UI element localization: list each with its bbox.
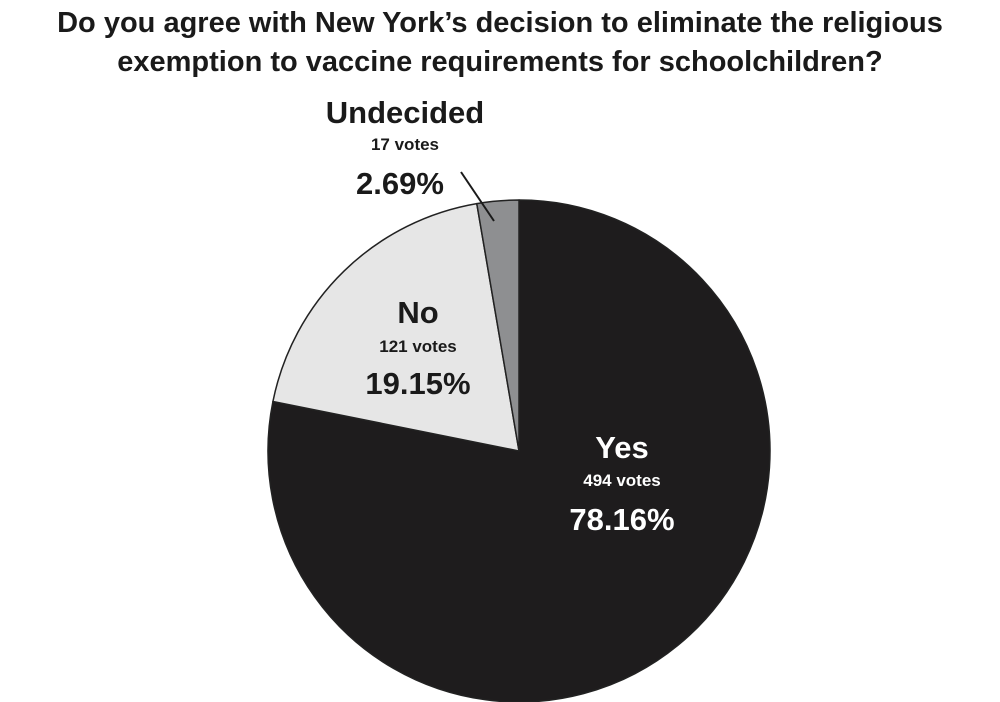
slice-percent-undecided: 2.69%	[356, 166, 444, 201]
slice-name-undecided: Undecided	[326, 95, 484, 130]
slice-name-yes: Yes	[595, 430, 648, 465]
slice-label-undecided: Undecided 17 votes 2.69%	[326, 95, 495, 222]
pie-slice-no	[272, 202, 520, 452]
slice-label-yes: Yes 494 votes 78.16%	[569, 430, 674, 537]
pie-slice-undecided	[476, 199, 520, 452]
slice-label-no: No 121 votes 19.15%	[365, 295, 470, 401]
slice-votes-undecided: 17 votes	[371, 135, 439, 154]
slice-votes-yes: 494 votes	[583, 471, 661, 490]
pie-slices	[267, 199, 771, 702]
slice-votes-no: 121 votes	[379, 337, 457, 356]
slice-name-no: No	[397, 295, 438, 330]
chart-title-line-2: exemption to vaccine requirements for sc…	[117, 46, 883, 78]
chart-title-line-1: Do you agree with New York’s decision to…	[57, 7, 943, 39]
slice-percent-yes: 78.16%	[569, 502, 674, 537]
slice-percent-no: 19.15%	[365, 366, 470, 401]
chart-title: Do you agree with New York’s decision to…	[0, 4, 1000, 82]
leader-line-undecided	[460, 171, 495, 222]
